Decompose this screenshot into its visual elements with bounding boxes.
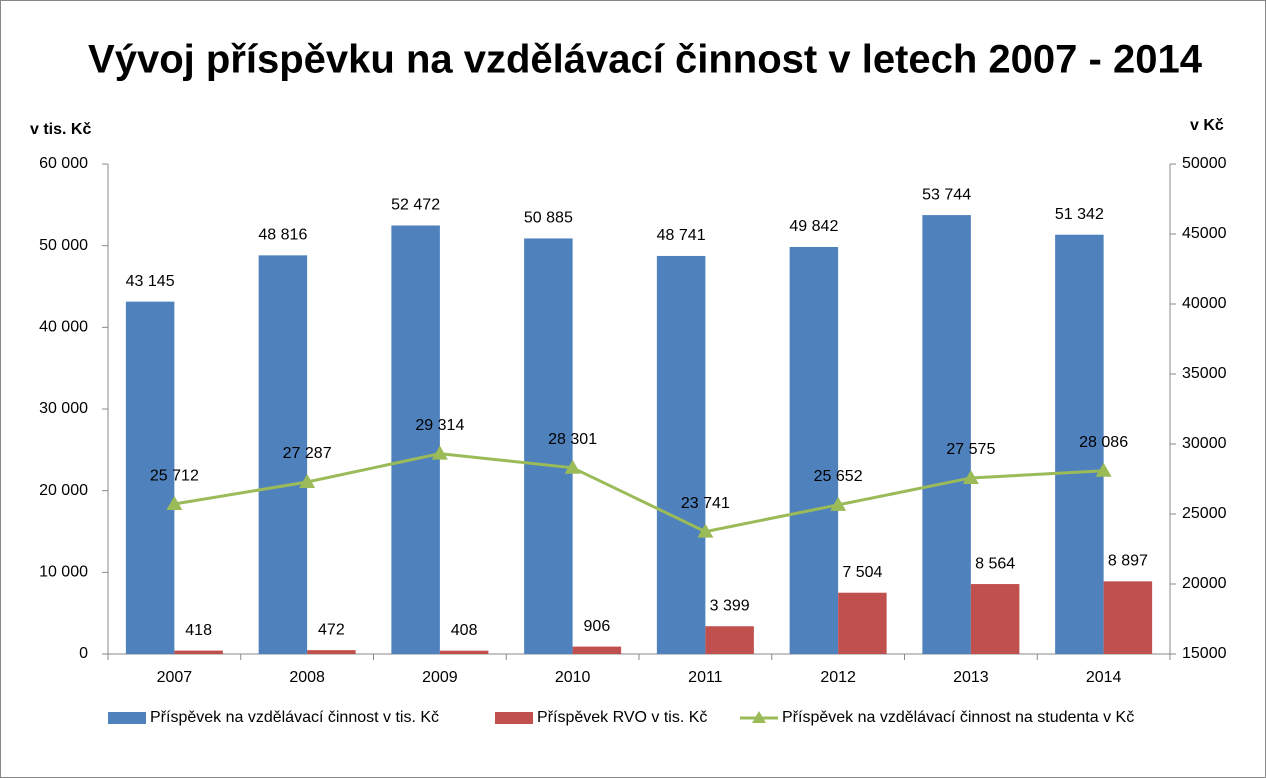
data-label: 28 086 (1079, 434, 1128, 451)
y-tick-label: 60 000 (39, 155, 88, 172)
y2-tick-label: 45000 (1182, 225, 1227, 242)
x-tick-label: 2014 (1086, 669, 1122, 686)
data-label: 48 816 (258, 227, 307, 244)
y2-tick-label: 35000 (1182, 365, 1227, 382)
bar (705, 626, 754, 654)
data-label: 43 145 (126, 273, 175, 290)
bar (970, 584, 1020, 654)
data-label: 49 842 (789, 218, 838, 235)
line-marker (962, 469, 979, 484)
data-label: 25 712 (150, 467, 199, 484)
bar (174, 650, 223, 654)
legend-swatch (752, 711, 766, 723)
y-tick-label: 40 000 (39, 319, 88, 336)
line-marker (299, 473, 316, 488)
line-marker (166, 496, 183, 511)
bar (307, 650, 356, 654)
line-marker (830, 496, 847, 511)
bar (656, 255, 706, 655)
y-tick-label: 30 000 (39, 400, 88, 417)
x-tick-label: 2012 (820, 669, 856, 686)
data-label: 27 287 (283, 445, 332, 462)
data-label: 8 564 (975, 555, 1015, 572)
legend-label: Příspěvek RVO v tis. Kč (537, 709, 707, 726)
bar (391, 225, 440, 654)
y-tick-label: 50 000 (39, 237, 88, 254)
data-label: 25 652 (814, 468, 863, 485)
data-label: 27 575 (946, 441, 995, 458)
y2-tick-label: 25000 (1182, 505, 1227, 522)
bar (439, 650, 489, 654)
x-tick-label: 2010 (555, 669, 591, 686)
bar (1103, 581, 1153, 654)
bar (524, 238, 573, 655)
bar (789, 246, 839, 654)
data-label: 29 314 (415, 417, 464, 434)
legend-label: Příspěvek na vzdělávací činnost v tis. K… (150, 709, 439, 726)
y-tick-label: 0 (79, 645, 88, 662)
bar (258, 255, 308, 654)
data-label: 48 741 (657, 227, 706, 244)
data-label: 7 504 (842, 564, 882, 581)
bar (1055, 234, 1104, 654)
line-marker (564, 459, 581, 474)
y2-axis-title: v Kč (1190, 117, 1224, 134)
data-label: 53 744 (922, 186, 971, 203)
data-label: 51 342 (1055, 206, 1104, 223)
x-tick-label: 2007 (157, 669, 193, 686)
x-tick-label: 2009 (422, 669, 458, 686)
y-tick-label: 20 000 (39, 482, 88, 499)
data-label: 472 (318, 621, 345, 638)
data-label: 23 741 (681, 495, 730, 512)
data-label: 418 (185, 622, 212, 639)
bar (922, 215, 971, 654)
y2-tick-label: 50000 (1182, 155, 1227, 172)
x-tick-label: 2011 (688, 669, 723, 686)
data-label: 906 (584, 618, 611, 635)
data-label: 8 897 (1108, 553, 1148, 570)
data-label: 52 472 (391, 197, 440, 214)
y2-tick-label: 15000 (1182, 645, 1227, 662)
line-marker (1095, 462, 1112, 477)
data-label: 3 399 (710, 597, 750, 614)
legend-swatch (108, 712, 146, 724)
data-label: 28 301 (548, 431, 597, 448)
legend-swatch (495, 712, 533, 724)
y2-tick-label: 40000 (1182, 295, 1227, 312)
y-tick-label: 10 000 (39, 564, 88, 581)
data-label: 50 885 (524, 210, 573, 227)
y2-tick-label: 20000 (1182, 575, 1227, 592)
legend-label: Příspěvek na vzdělávací činnost na stude… (782, 709, 1134, 726)
line-marker (431, 445, 448, 460)
bar (572, 646, 622, 654)
bar (838, 592, 887, 654)
x-tick-label: 2013 (953, 669, 989, 686)
line-series (174, 452, 1104, 534)
bar (125, 301, 175, 654)
y2-tick-label: 30000 (1182, 435, 1227, 452)
x-tick-label: 2008 (289, 669, 325, 686)
line-marker (697, 523, 714, 538)
y-axis-title: v tis. Kč (30, 121, 91, 138)
chart-title: Vývoj příspěvku na vzdělávací činnost v … (88, 38, 1203, 82)
data-label: 408 (451, 622, 478, 639)
